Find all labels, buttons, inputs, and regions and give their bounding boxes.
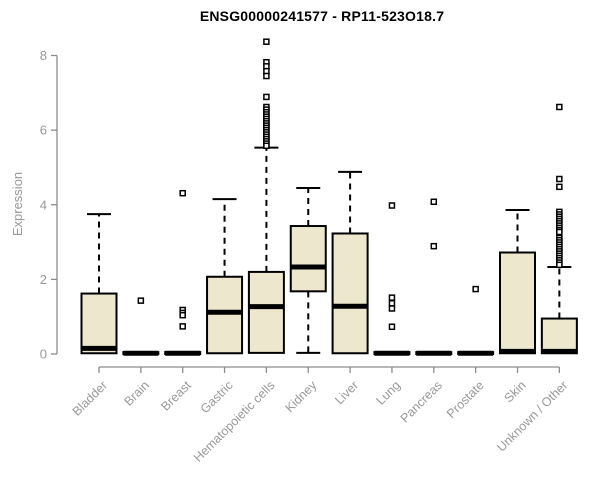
box-breast bbox=[164, 189, 202, 356]
box-prostate bbox=[457, 285, 495, 356]
outlier-point bbox=[388, 294, 396, 301]
x-tick-label-kidney: Kidney bbox=[282, 378, 319, 415]
chart-title: ENSG00000241577 - RP11-523O18.7 bbox=[199, 8, 445, 24]
y-tick-label: 8 bbox=[40, 48, 47, 63]
x-tick-label-bladder: Bladder bbox=[70, 378, 110, 418]
box-liver bbox=[331, 170, 369, 355]
iqr-box bbox=[289, 225, 327, 293]
x-tick-label-unknown-other: Unknown / Other bbox=[494, 378, 570, 454]
box-brain bbox=[122, 297, 160, 356]
y-tick-label: 4 bbox=[40, 197, 47, 212]
outlier-point bbox=[179, 311, 186, 319]
outlier-point bbox=[430, 242, 438, 250]
x-tick-label-gastric: Gastric bbox=[198, 378, 236, 416]
y-tick-label: 0 bbox=[40, 347, 47, 362]
box-bladder bbox=[80, 213, 118, 355]
outlier-point bbox=[263, 72, 270, 80]
x-tick-label-breast: Breast bbox=[158, 378, 194, 414]
x-tick-label-prostate: Prostate bbox=[444, 378, 487, 421]
outlier-point bbox=[556, 228, 563, 236]
box-gastric bbox=[206, 198, 244, 355]
x-tick-label-skin: Skin bbox=[502, 378, 529, 405]
outlier-point bbox=[556, 261, 563, 269]
outlier-point bbox=[388, 300, 396, 307]
outlier-point bbox=[472, 285, 479, 293]
y-tick-label: 2 bbox=[40, 272, 47, 287]
outlier-point bbox=[388, 323, 396, 331]
box-unknown-other bbox=[540, 103, 578, 355]
outlier-point bbox=[556, 175, 563, 183]
x-tick-label-brain: Brain bbox=[121, 378, 152, 409]
box-lung bbox=[373, 202, 411, 356]
box-kidney bbox=[289, 186, 327, 354]
outlier-point bbox=[430, 198, 438, 206]
iqr-box bbox=[540, 317, 578, 355]
box-skin bbox=[499, 208, 536, 355]
x-tick-label-liver: Liver bbox=[332, 378, 361, 407]
outlier-point bbox=[556, 183, 563, 191]
outlier-point bbox=[137, 297, 145, 304]
iqr-box bbox=[331, 232, 369, 355]
outlier-point bbox=[179, 189, 186, 197]
outlier-point bbox=[263, 142, 270, 150]
x-tick-label-hematopoietic-cells: Hematopoietic cells bbox=[191, 378, 278, 465]
outlier-point bbox=[179, 323, 186, 330]
y-tick-label: 6 bbox=[40, 123, 47, 138]
x-tick-label-pancreas: Pancreas bbox=[398, 378, 445, 425]
outlier-point bbox=[556, 103, 563, 111]
box-hematopoietic-cells bbox=[247, 38, 285, 354]
iqr-box bbox=[499, 251, 536, 355]
box-pancreas bbox=[415, 198, 453, 356]
iqr-box bbox=[80, 292, 118, 355]
outlier-point bbox=[388, 202, 396, 209]
outlier-point bbox=[263, 93, 270, 101]
iqr-box bbox=[247, 270, 285, 354]
outlier-point bbox=[263, 38, 270, 45]
y-axis: 0 2 4 6 8 bbox=[40, 48, 58, 362]
iqr-box bbox=[206, 275, 244, 355]
outlier-point bbox=[388, 305, 396, 312]
x-tick-label-lung: Lung bbox=[374, 378, 404, 408]
